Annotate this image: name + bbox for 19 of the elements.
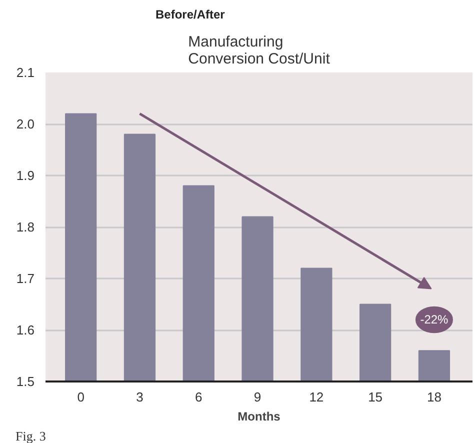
y-tick-label: 1.6 (16, 322, 35, 338)
x-axis-title: Months (238, 410, 281, 424)
x-tick-label: 9 (254, 390, 262, 404)
chart-subtitle: Manufacturing Conversion Cost/Unit (188, 34, 331, 68)
annotation: -22% (420, 312, 449, 327)
x-tick-label: 12 (309, 390, 324, 404)
y-tick-label: 2.1 (16, 65, 35, 80)
chart-title: Before/After (156, 8, 226, 22)
x-tick-label: 3 (136, 390, 144, 404)
caption: Fig. 3 (16, 428, 46, 443)
y-tick-label: 1.7 (16, 271, 35, 286)
x-tick-label: 18 (426, 390, 442, 404)
x-tick-label: 6 (195, 390, 202, 404)
x-tick-label: 0 (77, 390, 84, 404)
y-tick-label: 2.0 (16, 116, 35, 132)
y-tick-label: 1.9 (16, 168, 35, 183)
x-tick-label: 15 (368, 390, 383, 404)
y-tick-label: 1.5 (16, 374, 35, 389)
y-tick-label: 1.8 (16, 220, 35, 234)
